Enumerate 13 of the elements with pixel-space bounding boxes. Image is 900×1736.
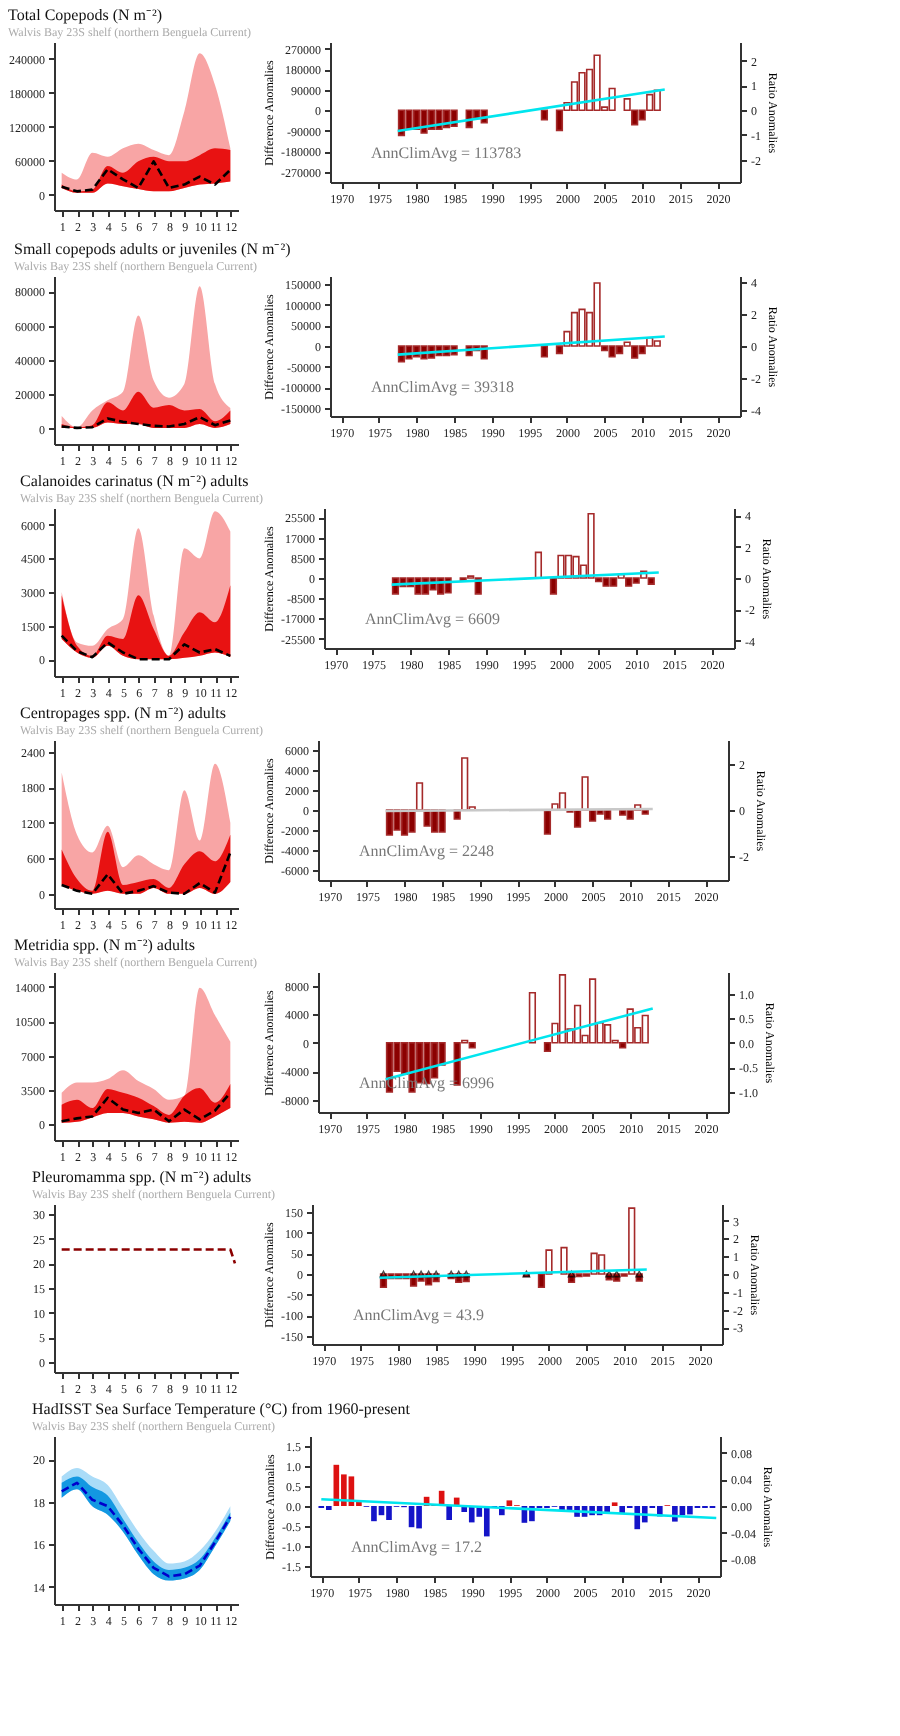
annotation: AnnClimAvg = 113783 [371,144,522,162]
chart-title: Calanoides carinatus (N m⁻²) adults [20,472,249,490]
annotation: AnnClimAvg = 2248 [359,842,494,860]
chart-title: Small copepods adults or juveniles (N m⁻²) [14,239,292,258]
annotation: AnnClimAvg = 17.2 [351,1538,482,1556]
chart-title: Total Copepods (N m⁻²) [8,6,163,24]
chart-title: Pleuromamma spp. (N m⁻²) adults [32,1168,252,1186]
annotation: AnnClimAvg = 43.9 [353,1306,484,1324]
chart-title: HadISST Sea Surface Temperature (°C) from 1960-present [32,1400,412,1418]
annotation: AnnClimAvg = 39318 [371,378,514,396]
chart-title: Metridia spp. (N m⁻²) adults [14,936,195,954]
chart-title: Centropages spp. (N m⁻²) adults [20,704,226,722]
annotation: AnnClimAvg = 6609 [365,610,500,628]
